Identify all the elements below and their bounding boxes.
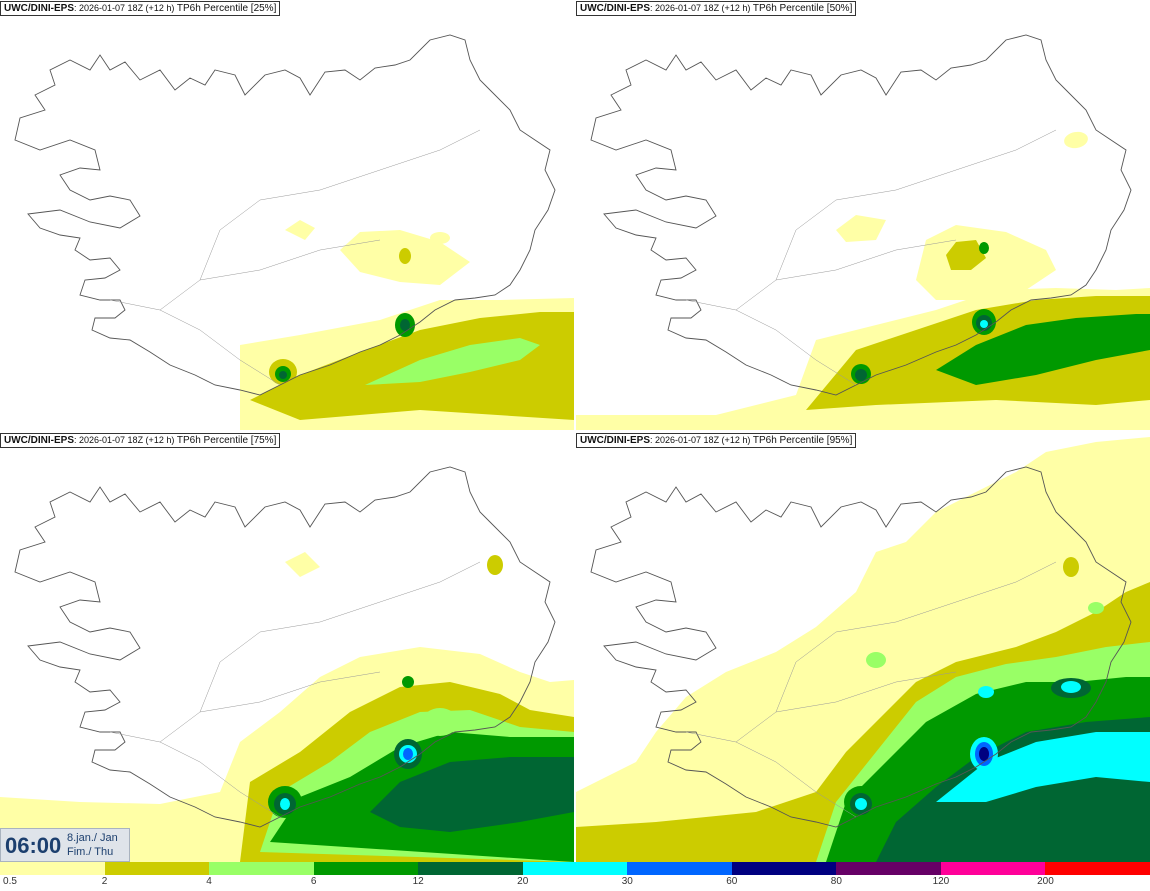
precip-map-p75 <box>0 466 574 862</box>
legend-swatch <box>1045 862 1150 875</box>
iceland-coastline <box>14 466 556 828</box>
precip-contour <box>946 240 986 270</box>
precip-cell <box>980 320 988 328</box>
legend-swatch <box>627 862 732 875</box>
precip-cell <box>1061 681 1081 693</box>
panel-title-p50: UWC/DINI-EPS: 2026-01-07 18Z (+12 h) TP6… <box>576 1 857 16</box>
legend-swatch <box>209 862 314 875</box>
precip-cell <box>979 747 989 761</box>
legend-tick-label: 30 <box>621 876 633 887</box>
legend-swatch <box>0 862 105 875</box>
legend-ticks: 0.5 2 4 6 12 20 30 60 80 120 200 <box>0 876 1150 890</box>
precip-cell <box>399 248 411 264</box>
legend-swatch <box>418 862 523 875</box>
precip-cell <box>422 708 458 736</box>
road-lines <box>685 561 1057 818</box>
precip-cell <box>402 676 414 688</box>
legend-tick-label: 4 <box>206 876 212 887</box>
precip-contour <box>936 314 1150 385</box>
precip-cell <box>400 319 410 331</box>
precip-map-p50 <box>576 34 1150 430</box>
precip-cell <box>430 232 450 244</box>
precip-cell <box>855 798 867 810</box>
precip-contour <box>916 225 1056 300</box>
valid-hour: 06:00 <box>5 833 62 858</box>
legend-tick-label: 80 <box>830 876 842 887</box>
precip-contour <box>285 552 320 577</box>
precip-contour <box>285 220 315 240</box>
legend-tick-label: 2 <box>101 876 108 887</box>
valid-time-box: 06:00 8.jan./ Jan Fim./ Thu <box>0 828 130 862</box>
map-panel-p25: UWC/DINI-EPS: 2026-01-07 18Z (+12 h) TP6… <box>0 0 574 430</box>
iceland-coastline <box>590 466 1132 828</box>
legend-tick-label: 60 <box>726 876 738 887</box>
legend-swatch <box>522 862 628 875</box>
panel-title-p25: UWC/DINI-EPS: 2026-01-07 18Z (+12 h) TP6… <box>0 1 281 16</box>
legend-swatch <box>731 862 837 875</box>
iceland-coastline <box>590 34 1132 396</box>
road-lines <box>109 129 481 386</box>
precip-contour <box>365 338 540 385</box>
precip-contour <box>836 215 886 242</box>
panel-title-p95: UWC/DINI-EPS: 2026-01-07 18Z (+12 h) TP6… <box>576 433 857 448</box>
precip-cell <box>279 371 287 379</box>
road-lines <box>685 129 1057 386</box>
legend-tick-label: 20 <box>517 876 529 887</box>
precip-cell <box>855 369 867 381</box>
map-panel-p95: UWC/DINI-EPS: 2026-01-07 18Z (+12 h) TP6… <box>576 432 1150 862</box>
valid-day: Fim./ Thu <box>67 846 114 858</box>
precip-contour <box>370 757 574 832</box>
map-panel-p75: UWC/DINI-EPS: 2026-01-07 18Z (+12 h) TP6… <box>0 432 574 862</box>
valid-date: 8.jan./ Jan <box>67 832 118 844</box>
iceland-coastline <box>14 34 556 396</box>
precip-map-p95 <box>576 437 1150 862</box>
legend-tick-label: 12 <box>412 876 424 887</box>
precip-cell <box>866 652 886 668</box>
precip-cell <box>1088 602 1104 614</box>
precip-cell <box>979 242 989 254</box>
legend-swatches <box>0 862 1150 875</box>
road-lines <box>109 561 481 818</box>
map-panel-p50: UWC/DINI-EPS: 2026-01-07 18Z (+12 h) TP6… <box>576 0 1150 430</box>
precip-cell <box>1064 131 1088 149</box>
legend-tick-label: 0.5 <box>3 876 17 887</box>
panel-title-p75: UWC/DINI-EPS: 2026-01-07 18Z (+12 h) TP6… <box>0 433 281 448</box>
legend-swatch <box>104 862 210 875</box>
precip-contour <box>936 732 1150 802</box>
legend-tick-label: 6 <box>310 876 317 887</box>
legend-swatch <box>836 862 941 875</box>
precip-cell <box>1063 557 1079 577</box>
precip-cell <box>978 686 994 698</box>
legend-swatch <box>313 862 419 875</box>
precip-cell <box>403 748 413 760</box>
precip-cell <box>280 798 290 810</box>
precip-map-p25 <box>14 34 574 430</box>
legend-tick-label: 200 <box>1037 876 1054 887</box>
legend-tick-label: 120 <box>932 876 950 887</box>
legend-swatch <box>940 862 1046 875</box>
precip-cell <box>487 555 503 575</box>
color-legend: 0.5 2 4 6 12 20 30 60 80 120 200 <box>0 862 1150 891</box>
